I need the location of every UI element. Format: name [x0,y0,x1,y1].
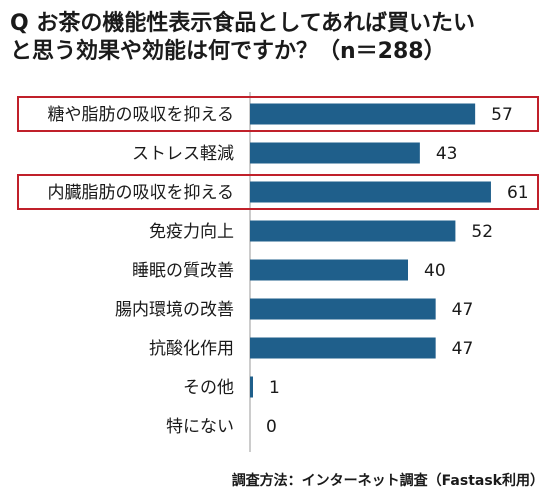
title-line-2: と思う効果や効能は何ですか？（n＝288） [10,39,446,64]
highlight-box [17,96,539,132]
bar [250,337,436,359]
bar [250,103,476,125]
bar [250,142,420,164]
category-label: 抗酸化作用 [149,339,234,359]
title-line-1: Q お茶の機能性表示食品としてあれば買いたい [10,11,476,36]
value-label: 43 [436,144,458,164]
bar [250,298,436,320]
category-label: 免疫力向上 [149,222,234,242]
bar [250,181,491,203]
category-label: その他 [183,378,234,398]
value-label: 0 [266,417,277,437]
value-label: 1 [269,378,280,398]
value-label: 47 [452,339,474,359]
category-label: 特にない [166,417,234,437]
category-label: 糖や脂肪の吸収を抑える [48,105,235,125]
bar [250,376,253,398]
bar [250,220,456,242]
value-label: 40 [424,261,446,281]
value-label: 61 [507,183,529,203]
value-label: 47 [452,300,474,320]
category-label: ストレス軽減 [132,144,234,164]
category-label: 内臓脂肪の吸収を抑える [48,183,235,203]
category-label: 腸内環境の改善 [115,300,234,320]
category-label: 睡眠の質改善 [132,261,234,281]
value-label: 57 [491,105,513,125]
bar [250,259,408,281]
chart-title: Q お茶の機能性表示食品としてあれば買いたい と思う効果や効能は何ですか？（n＝… [10,10,550,66]
highlight-box [17,174,539,210]
survey-method-footnote: 調査方法：インターネット調査（Fastask利用） [231,473,544,489]
value-label: 52 [471,222,493,242]
